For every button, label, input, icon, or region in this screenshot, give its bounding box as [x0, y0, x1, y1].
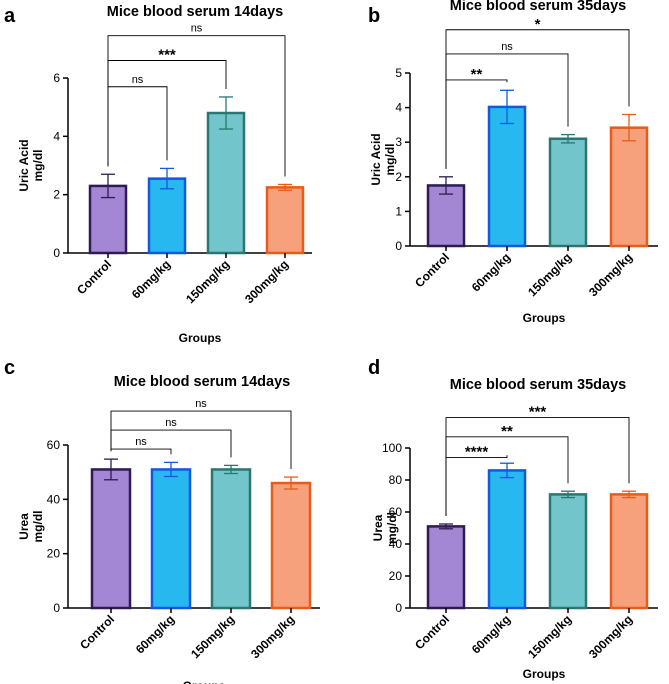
bar-150mgkg — [206, 111, 246, 255]
x-axis-label: Groups — [183, 679, 226, 684]
x-tick-label: 150mg/kg — [183, 257, 232, 306]
panel-label: d — [368, 357, 380, 379]
panel-label: c — [4, 357, 15, 379]
significance-label: ns — [165, 417, 177, 429]
chart-panel-a: a Mice blood serum 14days 0 2 4 6 Uric Acidmg/… — [4, 4, 312, 345]
bar-300mgkg — [265, 186, 305, 255]
significance-bracket — [110, 448, 172, 455]
chart-panel-b: b Mice blood serum 35days 0 1 2 3 4 5 Uric Acidm… — [368, 0, 658, 325]
y-tick-label: 1 — [395, 204, 402, 218]
significance-label: ns — [135, 436, 147, 448]
x-tick-label: 60mg/kg — [133, 612, 177, 656]
x-tick-label: 60mg/kg — [129, 257, 173, 301]
bar-control — [90, 468, 132, 610]
y-axis-label: Ureamg/dl — [17, 511, 45, 543]
panel-label: b — [368, 5, 380, 27]
y-tick-label: 0 — [395, 239, 402, 253]
bar-300mgkg — [270, 481, 312, 610]
x-tick-label: Control — [412, 612, 452, 652]
bar-control — [426, 184, 466, 248]
significance-label: ** — [471, 66, 483, 83]
x-tick-label: Control — [412, 250, 452, 290]
y-tick-label: 0 — [53, 601, 60, 615]
bar-300mgkg — [609, 493, 649, 610]
y-axis-label: Uric Acidmg/dl — [17, 139, 45, 191]
x-tick-label: 300mg/kg — [586, 612, 635, 661]
significance-bracket — [110, 410, 292, 470]
significance-label: ns — [132, 74, 144, 86]
x-tick-label: 150mg/kg — [525, 250, 574, 299]
y-tick-label: 0 — [53, 246, 60, 260]
chart-title: Mice blood serum 35days — [450, 0, 626, 14]
y-tick-label: 2 — [395, 170, 402, 184]
x-tick-label: 150mg/kg — [525, 612, 574, 661]
bar-60mgkg — [147, 177, 187, 255]
y-tick-label: 80 — [389, 473, 403, 487]
x-axis-label: Groups — [523, 667, 566, 681]
chart-title: Mice blood serum 14days — [107, 4, 283, 20]
x-tick-label: 300mg/kg — [242, 257, 291, 306]
x-tick-label: 60mg/kg — [469, 250, 513, 294]
y-tick-label: 20 — [389, 569, 403, 583]
y-tick-label: 3 — [395, 135, 402, 149]
x-tick-label: Control — [74, 257, 114, 297]
x-tick-label: 60mg/kg — [469, 612, 513, 656]
significance-bracket — [107, 35, 286, 177]
chart-panel-c: c Mice blood serum 14days 0 20 40 60 Ureamg/dl… — [4, 357, 320, 684]
y-tick-label: 40 — [389, 537, 403, 551]
chart-title: Mice blood serum 14days — [114, 374, 290, 390]
y-tick-label: 4 — [395, 101, 402, 115]
x-axis-label: Groups — [179, 331, 222, 345]
significance-label: * — [535, 16, 541, 33]
significance-label: **** — [465, 444, 489, 461]
bar-150mgkg — [210, 468, 252, 610]
bar-150mgkg — [548, 137, 588, 248]
significance-bracket — [445, 417, 630, 516]
y-tick-label: 6 — [53, 71, 60, 85]
y-axis-label: Uric Acidmg/dl — [369, 133, 397, 185]
bar-60mgkg — [150, 468, 192, 610]
significance-label: *** — [158, 47, 176, 64]
significance-label: *** — [529, 404, 547, 421]
y-tick-label: 5 — [395, 66, 402, 80]
bar-150mgkg — [548, 493, 588, 610]
significance-bracket — [107, 86, 168, 167]
y-tick-label: 4 — [53, 129, 60, 143]
x-tick-label: 300mg/kg — [248, 612, 297, 661]
chart-title: Mice blood serum 35days — [450, 377, 626, 393]
x-tick-label: Control — [77, 612, 117, 652]
y-tick-label: 100 — [382, 441, 402, 455]
significance-label: ** — [501, 423, 513, 440]
y-tick-label: 2 — [53, 188, 60, 202]
bar-60mgkg — [487, 105, 527, 248]
y-tick-label: 0 — [395, 601, 402, 615]
x-tick-label: 150mg/kg — [188, 612, 237, 661]
y-axis-label: Ureamg/dl — [371, 512, 399, 544]
significance-label: ns — [501, 41, 513, 53]
x-tick-label: 300mg/kg — [586, 250, 635, 299]
y-tick-label: 60 — [47, 438, 61, 452]
bar-300mgkg — [609, 126, 649, 248]
significance-label: ns — [195, 398, 207, 410]
y-tick-label: 20 — [47, 547, 61, 561]
significance-bracket — [445, 29, 630, 169]
x-axis-label: Groups — [523, 311, 566, 325]
panel-label: a — [4, 5, 16, 27]
y-tick-label: 60 — [389, 505, 403, 519]
y-tick-label: 40 — [47, 492, 61, 506]
bar-control — [426, 525, 466, 610]
bar-60mgkg — [487, 469, 527, 610]
significance-label: ns — [191, 23, 203, 35]
chart-panel-d: d Mice blood serum 35days 0 20 40 60 80 100 Urea… — [368, 357, 658, 681]
